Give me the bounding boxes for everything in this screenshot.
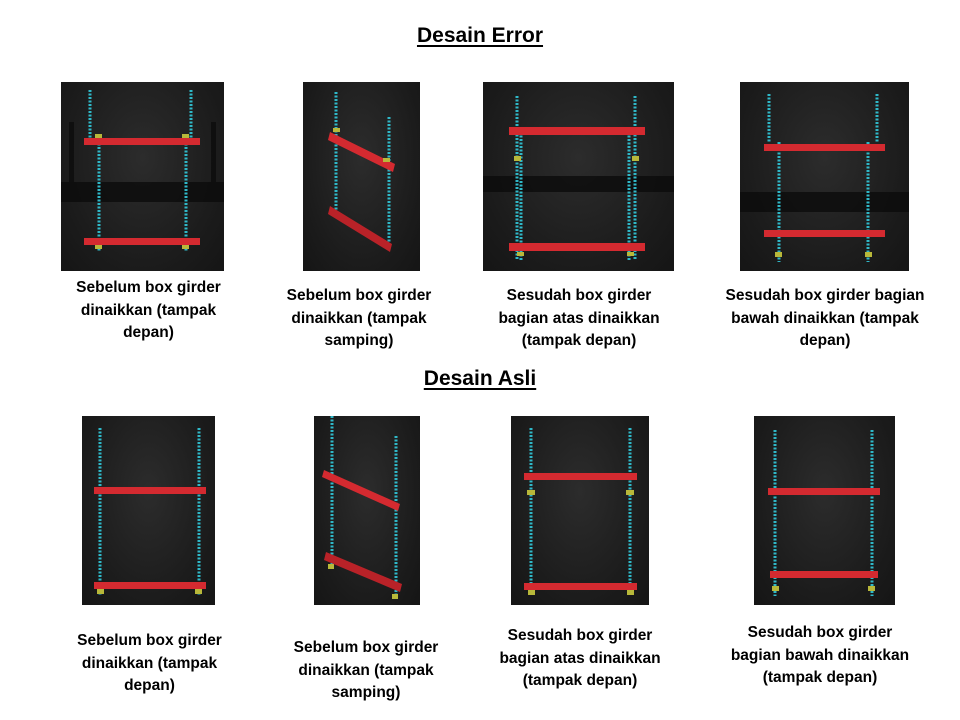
clamp [383,158,390,162]
girder-cable-render [94,428,206,596]
caption-asli-4: Sesudah box girder bagian bawah dinaikka… [720,622,920,690]
background-shadow-beam [740,192,909,212]
render-error-front-top-raised [483,82,674,271]
caption-asli-1: Sebelum box girder dinaikkan (tampak dep… [62,630,237,698]
background-shadow-beam [483,176,674,192]
caption-line: bawah dinaikkan (tampak [731,309,919,327]
clamp [517,252,524,256]
caption-line: (tampak depan) [522,672,638,689]
caption-line: Sebelum box girder [286,287,432,304]
caption-line: dinaikkan (tampak [81,654,218,672]
caption-error-4: Sesudah box girder bagian bawah dinaikka… [715,285,935,353]
box-girder-bottom [324,552,402,592]
clamp [333,128,340,132]
caption-line: depan) [799,332,851,349]
clamp [195,589,202,594]
box-girder-bottom [84,238,200,245]
girder-cable-render [524,428,637,596]
caption-error-2: Sebelum box girder dinaikkan (tampak sam… [270,285,448,353]
girder-cable-render [322,416,402,599]
caption-line: bagian atas dinaikkan [499,649,661,667]
caption-line: Sesudah box girder [747,624,893,641]
render-error-side-before [303,82,420,271]
caption-line: samping) [324,332,394,349]
girder-cable-render [328,92,395,252]
caption-line: Sesudah box girder bagian [725,287,925,304]
caption-error-1: Sebelum box girder dinaikkan (tampak dep… [61,277,236,345]
render-error-front-bottom-raised [740,82,909,271]
clamp [97,589,104,594]
caption-line: bagian bawah dinaikkan [730,646,910,664]
box-girder-top [94,487,206,494]
box-girder-top [322,470,400,511]
clamp [528,590,535,595]
clamp [865,252,872,257]
caption-line: Sebelum box girder [293,639,439,656]
girder-cable-render [483,96,674,260]
clamp [627,252,634,256]
caption-line: dinaikkan (tampak [298,661,434,679]
box-girder-bottom [509,243,645,251]
caption-line: depan) [123,324,174,341]
box-girder-top [524,473,637,480]
section-title-desain-error: Desain Error [416,24,544,47]
caption-line: dinaikkan (tampak [291,309,427,327]
caption-line: Sebelum box girder [77,632,222,649]
clamp [627,590,634,595]
girder-cable-render [768,430,880,596]
caption-line: Sesudah box girder [506,287,652,304]
caption-asli-3: Sesudah box girder bagian atas dinaikkan… [480,625,680,693]
clamp [95,245,102,249]
caption-line: (tampak depan) [762,669,878,686]
background-shadow-beam [61,182,224,202]
box-girder-bottom [328,206,392,252]
section-title-desain-asli: Desain Asli [423,367,537,390]
box-girder-bottom [770,571,878,578]
render-asli-front-top-raised [511,416,649,605]
render-asli-front-before [82,416,215,605]
clamp [527,490,535,495]
clamp [772,586,779,591]
clamp [392,594,398,599]
caption-line: dinaikkan (tampak [80,301,217,319]
box-girder-bottom [94,582,206,589]
box-girder-top [768,488,880,495]
box-girder-top [509,127,645,135]
render-asli-side-before [314,416,420,605]
caption-line: Sesudah box girder [507,627,653,644]
clamp [868,586,875,591]
girder-cable-render [740,94,909,262]
clamp [328,564,334,569]
clamp [775,252,782,257]
box-girder-top [84,138,200,145]
clamp [182,134,189,138]
caption-line: bagian atas dinaikkan [498,309,660,327]
girder-cable-render [61,90,224,252]
render-error-front-before [61,82,224,271]
caption-line: samping) [331,684,401,701]
clamp [95,134,102,138]
clamp [514,156,521,161]
box-girder-bottom [764,230,885,237]
caption-line: Sebelum box girder [76,279,221,296]
box-girder-bottom [524,583,637,590]
clamp [626,490,634,495]
render-asli-front-bottom-raised [754,416,895,605]
caption-line: depan) [124,677,175,694]
caption-line: (tampak depan) [521,332,637,349]
clamp [632,156,639,161]
box-girder-top [328,132,395,172]
clamp [182,245,189,249]
caption-error-3: Sesudah box girder bagian atas dinaikkan… [479,285,679,353]
caption-asli-2: Sebelum box girder dinaikkan (tampak sam… [277,637,455,705]
box-girder-top [764,144,885,151]
